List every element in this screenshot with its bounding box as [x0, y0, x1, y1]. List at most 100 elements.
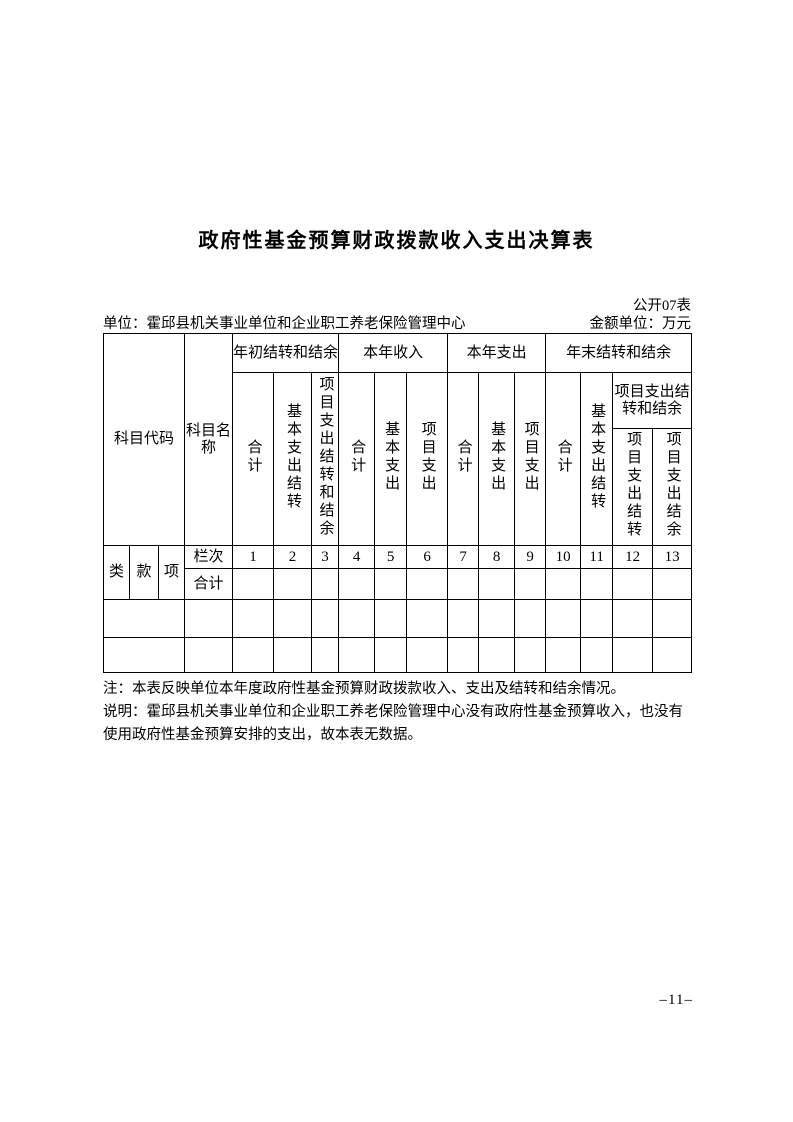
- empty-code-cell: [102, 599, 186, 638]
- data-cell: [338, 599, 376, 638]
- header-col-11-label: 基本支出结转: [589, 402, 606, 511]
- header-group-year-expense: 本年支出: [447, 333, 547, 373]
- header-col-8: 基本支出: [478, 372, 516, 546]
- data-cell: [311, 637, 340, 673]
- total-row-cell: [338, 568, 376, 600]
- header-col-5: 基本支出: [374, 372, 408, 546]
- data-cell: [580, 637, 614, 673]
- data-cell: [273, 637, 313, 673]
- data-cell: [447, 637, 480, 673]
- header-col-6-label: 项目支出: [419, 420, 436, 493]
- total-row-cell: [311, 568, 340, 600]
- data-cell: [374, 637, 408, 673]
- header-col-10: 合计: [545, 372, 582, 546]
- lanci-number-cell: 6: [406, 545, 449, 569]
- total-row-cell: [652, 568, 693, 600]
- header-col-8-label: 基本支出: [489, 420, 506, 493]
- header-group-begin-year: 年初结转和结余: [232, 333, 340, 373]
- data-cell: [374, 599, 408, 638]
- data-cell: [406, 637, 449, 673]
- header-col-2: 基本支出结转: [273, 372, 313, 546]
- unit-label: 单位：霍邱县机关事业单位和企业职工养老保险管理中心: [103, 316, 466, 332]
- lanci-number-cell: 1: [232, 545, 275, 569]
- amount-unit-label: 金额单位：万元: [589, 316, 692, 332]
- total-row-cell: [478, 568, 516, 600]
- lanci-number-cell: 2: [273, 545, 313, 569]
- data-cell: [338, 637, 376, 673]
- data-cell: [514, 637, 547, 673]
- header-col-13-label: 项目支出结余: [664, 430, 681, 539]
- header-col-4-label: 合计: [349, 438, 366, 475]
- header-col-3: 项目支出结转和结余: [311, 372, 340, 546]
- lanci-number-cell: 7: [447, 545, 480, 569]
- header-subject-name: 科目名称: [184, 333, 234, 546]
- data-cell: [478, 637, 516, 673]
- header-col-13: 项目支出结余: [652, 428, 693, 546]
- total-row-cell: [406, 568, 449, 600]
- header-code-class: 类: [103, 545, 130, 600]
- total-row-cell: [232, 568, 275, 600]
- header-code-section: 款: [129, 545, 159, 600]
- header-col-7: 合计: [447, 372, 480, 546]
- lanci-number-cell: 13: [652, 545, 693, 569]
- data-cell: [232, 637, 275, 673]
- header-col-9: 项目支出: [514, 372, 547, 546]
- lanci-number-cell: 4: [338, 545, 376, 569]
- total-row-cell: [545, 568, 582, 600]
- header-col-1: 合计: [232, 372, 275, 546]
- data-cell: [406, 599, 449, 638]
- data-cell: [273, 599, 313, 638]
- header-col-1-label: 合计: [245, 438, 262, 475]
- data-cell: [652, 637, 693, 673]
- empty-name-cell: [184, 599, 234, 638]
- data-cell: [612, 599, 654, 638]
- header-col-2-label: 基本支出结转: [285, 402, 302, 511]
- header-col-6: 项目支出: [406, 372, 449, 546]
- lanci-number-cell: 12: [612, 545, 654, 569]
- lanci-number-cell: 5: [374, 545, 408, 569]
- header-subgroup-project-carryover: 项目支出结转和结余: [612, 372, 693, 429]
- notes-block: 注：本表反映单位本年度政府性基金预算财政拨款收入、支出及结转和结余情况。 说明：…: [103, 678, 691, 747]
- total-row-label: 合计: [184, 568, 234, 600]
- page-number: –11–: [659, 992, 693, 1008]
- empty-code-cell: [102, 637, 186, 673]
- header-col-12: 项目支出结转: [612, 428, 654, 546]
- page-title: 政府性基金预算财政拨款收入支出决算表: [198, 230, 595, 252]
- unit-row: 单位：霍邱县机关事业单位和企业职工养老保险管理中心 金额单位：万元: [103, 312, 691, 333]
- data-cell: [545, 637, 582, 673]
- data-cell: [232, 599, 275, 638]
- data-cell: [652, 599, 693, 638]
- data-cell: [447, 599, 480, 638]
- data-cell: [545, 599, 582, 638]
- lanci-number-cell: 11: [580, 545, 614, 569]
- lanci-number-cell: 9: [514, 545, 547, 569]
- data-cell: [514, 599, 547, 638]
- header-code-item: 项: [157, 545, 186, 600]
- total-row-cell: [374, 568, 408, 600]
- header-col-10-label: 合计: [555, 438, 572, 475]
- data-cell: [478, 599, 516, 638]
- header-col-7-label: 合计: [455, 438, 472, 475]
- lanci-number-cell: 3: [311, 545, 340, 569]
- total-row-cell: [273, 568, 313, 600]
- header-group-end-year: 年末结转和结余: [545, 333, 693, 373]
- total-row-cell: [580, 568, 614, 600]
- empty-name-cell: [184, 637, 234, 673]
- total-row-cell: [612, 568, 654, 600]
- total-row-cell: [514, 568, 547, 600]
- explanation-text: 说明：霍邱县机关事业单位和企业职工养老保险管理中心没有政府性基金预算收入，也没有…: [103, 704, 683, 743]
- header-col-9-label: 项目支出: [522, 420, 539, 493]
- header-col-11: 基本支出结转: [580, 372, 614, 546]
- header-col-3-label: 项目支出结转和结余: [317, 375, 334, 538]
- header-subject-code: 科目代码: [102, 333, 186, 546]
- total-row-cell: [447, 568, 480, 600]
- header-col-12-label: 项目支出结转: [625, 430, 642, 539]
- header-col-5-label: 基本支出: [383, 420, 400, 493]
- data-cell: [580, 599, 614, 638]
- lanci-row-label: 栏次: [184, 545, 234, 569]
- fund-budget-table: 科目代码 科目名称 年初结转和结余 本年收入 本年支出 年末结转和结余 合计 基…: [102, 333, 693, 673]
- lanci-number-cell: 10: [545, 545, 582, 569]
- data-cell: [311, 599, 340, 638]
- note-text: 注：本表反映单位本年度政府性基金预算财政拨款收入、支出及结转和结余情况。: [103, 681, 625, 697]
